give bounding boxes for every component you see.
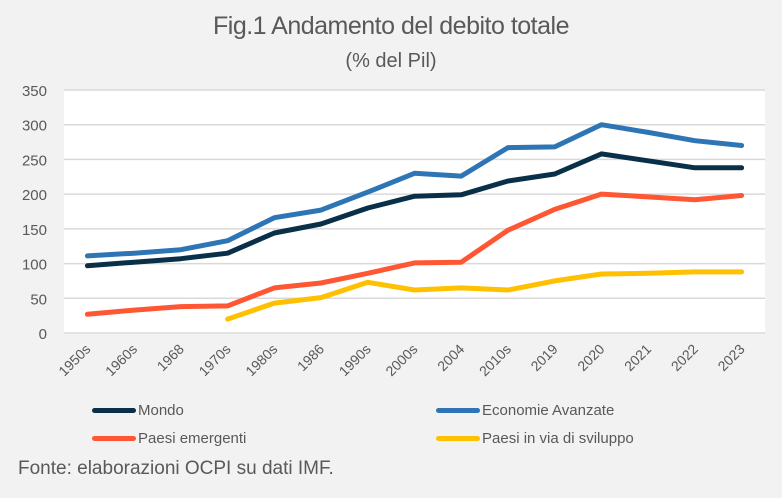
- gridlines: [64, 89, 765, 334]
- series-line-economie-avanzate: [84, 122, 745, 259]
- x-tick-label: 2010s: [476, 341, 514, 379]
- y-tick-label: 300: [22, 118, 47, 135]
- series-line-mondo: [84, 151, 745, 269]
- x-tick-label: 2020: [574, 341, 607, 374]
- series-line-paesi-emergenti: [84, 191, 745, 317]
- legend-label: Paesi emergenti: [138, 430, 247, 447]
- y-tick-label: 50: [30, 291, 47, 308]
- y-tick-label: 150: [22, 222, 47, 239]
- legend-swatch: [436, 408, 480, 413]
- x-tick-label: 2019: [527, 341, 560, 374]
- legend-swatch: [92, 436, 136, 441]
- y-tick-label: 200: [22, 187, 47, 204]
- legend-item: Paesi emergenti: [92, 430, 246, 447]
- legend-item: Paesi in via di sviluppo: [436, 430, 634, 447]
- x-tick-label: 1990s: [336, 341, 374, 379]
- series-line-paesi-in-via-di-sviluppo: [225, 269, 745, 322]
- y-tick-label: 250: [22, 152, 47, 169]
- legend-label: Mondo: [138, 402, 184, 419]
- legend-swatch: [92, 408, 136, 413]
- x-tick-label: 1986: [294, 341, 327, 374]
- y-tick-label: 0: [39, 326, 47, 343]
- x-tick-label: 1970s: [195, 341, 233, 379]
- x-tick-label: 2000s: [382, 341, 420, 379]
- y-tick-label: 100: [22, 257, 47, 274]
- chart-subtitle: (% del Pil): [345, 50, 437, 72]
- x-tick-label: 1968: [154, 341, 187, 374]
- series-lines: [84, 122, 745, 322]
- x-tick-label: 2004: [434, 341, 467, 374]
- y-tick-label: 350: [22, 83, 47, 100]
- line-chart: 0 50 100 150 200 250 300 350 1950s 1960s 1968 1970…: [22, 83, 765, 379]
- legend-swatch: [436, 436, 480, 441]
- source-note: Fonte: elaborazioni OCPI su dati IMF.: [18, 458, 334, 479]
- legend-label: Economie Avanzate: [482, 402, 615, 419]
- x-tick-label: 2023: [714, 341, 747, 374]
- legend-item: Economie Avanzate: [436, 402, 614, 419]
- chart-title: Fig.1 Andamento del debito totale: [213, 12, 570, 40]
- x-tick-label: 1980s: [242, 341, 280, 379]
- x-tick-label: 2022: [668, 341, 701, 374]
- x-tick-label: 1960s: [102, 341, 140, 379]
- x-tick-label: 1950s: [55, 341, 93, 379]
- legend-label: Paesi in via di sviluppo: [482, 430, 634, 447]
- x-tick-label: 2021: [621, 341, 654, 374]
- x-axis-ticks: 1950s 1960s 1968 1970s 1980s 1986 1990s 2000s 20…: [55, 341, 748, 379]
- y-axis-ticks: 0 50 100 150 200 250 300 350: [22, 83, 47, 343]
- legend-item: Mondo: [92, 402, 184, 419]
- plot-area: [64, 90, 765, 334]
